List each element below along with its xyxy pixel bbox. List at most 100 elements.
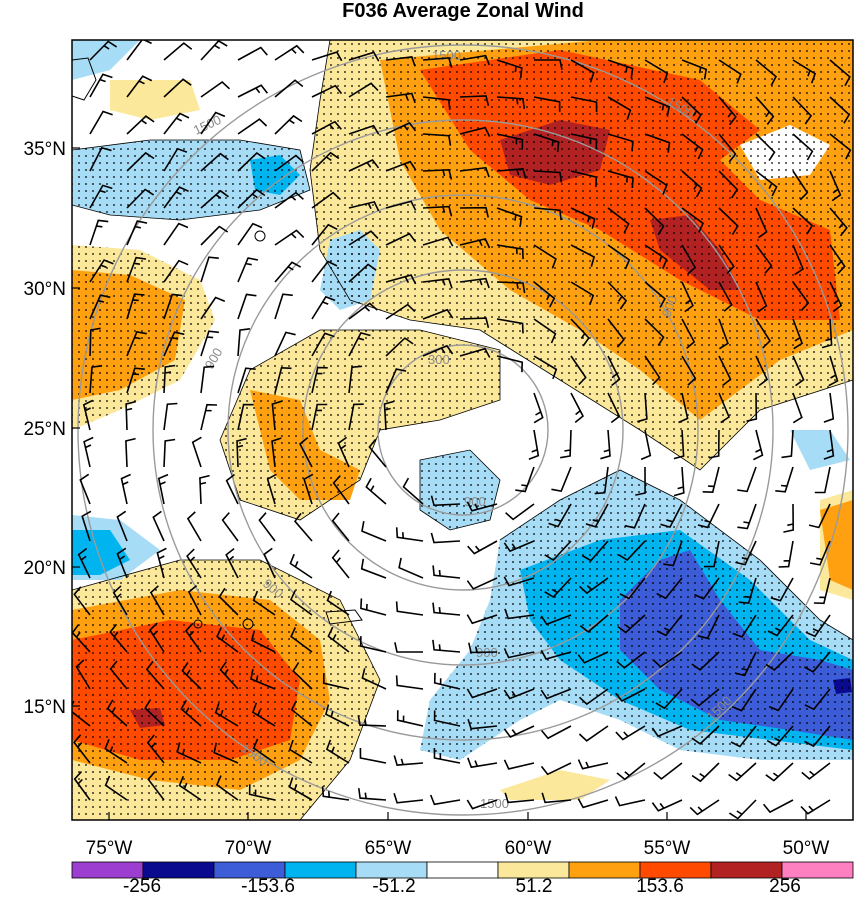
wind-barb [348, 365, 363, 394]
contour-lines [72, 40, 853, 820]
wind-barb [348, 51, 380, 62]
lat-label: 35°N [24, 139, 66, 160]
wind-barb [503, 759, 535, 770]
wind-barb [126, 75, 153, 98]
wind-barb [225, 473, 239, 505]
ring-label: 300 [428, 352, 450, 367]
colorbar-label: 51.2 [516, 876, 553, 897]
wind-barb [616, 762, 646, 781]
wind-barb [432, 602, 461, 616]
wind-barb [360, 558, 387, 579]
wind-barb [644, 96, 671, 117]
wind-barb [289, 590, 313, 616]
wind-barb [770, 577, 794, 602]
wind-barb [496, 96, 526, 109]
wind-barb [116, 547, 128, 579]
wind-barb [765, 651, 794, 672]
wind-barb [548, 503, 572, 528]
wind-barb [89, 110, 113, 135]
wind-barb [829, 96, 851, 124]
lon-label: 70°W [225, 838, 272, 859]
lat-ticks [72, 147, 80, 707]
wind-barb [385, 337, 414, 357]
wind-barb [655, 688, 683, 710]
wind-barb [274, 366, 292, 394]
wind-barb [459, 317, 490, 328]
wind-barb [126, 151, 155, 172]
wind-barb [219, 661, 239, 690]
range-ring [152, 119, 774, 741]
colorbar-swatch [781, 861, 854, 879]
lon-label: 55°W [644, 838, 691, 859]
wind-barb [73, 734, 91, 764]
wind-barb [459, 95, 490, 106]
wind-barb [213, 742, 239, 764]
wind-barb [644, 207, 665, 236]
wind-barb [250, 630, 276, 653]
wind-barb [126, 188, 155, 209]
wind-barb [258, 512, 276, 542]
wind-barb [178, 775, 202, 801]
wind-barb [216, 627, 239, 653]
wind-barb [200, 189, 229, 209]
wind-barb [766, 725, 794, 747]
range-ring [377, 344, 549, 516]
wind-barb [237, 118, 268, 135]
wind-barb [163, 293, 183, 320]
wind-barb [200, 296, 226, 320]
wind-barb [288, 777, 313, 801]
wind-barb [570, 96, 598, 113]
wind-barb [533, 355, 558, 380]
significance-stippling [72, 40, 853, 820]
wind-barb [821, 318, 833, 349]
wind-barb [250, 669, 276, 690]
wind-barb [504, 792, 535, 804]
colorbar-swatch [284, 861, 357, 879]
lat-label: 25°N [24, 419, 66, 440]
wind-barb [79, 473, 91, 505]
wind-barb [755, 207, 768, 239]
wind-barb [126, 40, 152, 61]
wind-barb [570, 318, 590, 347]
wind-barb [73, 771, 91, 801]
wind-barb [163, 147, 188, 172]
wind-barb [829, 59, 851, 87]
wind-barb [274, 44, 305, 61]
wind-barb [311, 120, 342, 135]
wind-barb [755, 96, 775, 125]
wind-barb [829, 133, 852, 160]
wind-barb [496, 281, 526, 294]
wind-barb [467, 757, 498, 769]
map-frame [71, 39, 854, 821]
wind-barb [149, 585, 165, 616]
wind-barb [252, 738, 276, 764]
wind-barb [398, 557, 424, 579]
wind-barb [577, 798, 609, 809]
wind-barb [792, 207, 814, 235]
wind-barb [237, 328, 251, 357]
wind-barb [156, 547, 167, 579]
wind-barb [792, 170, 809, 201]
wind-barb [804, 725, 831, 748]
wind-barb [311, 403, 328, 431]
wind-barb [466, 577, 498, 590]
wind-barb [393, 793, 424, 804]
wind-barb [738, 577, 757, 604]
colorbar-labels: -256 -153.6 -51.2 51.2 153.6 256 [123, 876, 801, 897]
wind-barb [337, 436, 350, 468]
wind-barb [422, 344, 454, 357]
wind-barb [126, 330, 147, 357]
wind-barb [755, 133, 776, 162]
wind-barb [801, 762, 831, 780]
wind-barb [214, 703, 239, 727]
wind-barb [778, 540, 794, 568]
wind-barb [200, 111, 226, 135]
wind-barb [157, 473, 169, 505]
wind-barb [89, 73, 113, 98]
wind-barb [496, 133, 524, 150]
wind-barb [544, 540, 572, 562]
wind-barb [163, 112, 190, 135]
wind-barb [728, 762, 757, 782]
wind-barb [237, 293, 257, 320]
